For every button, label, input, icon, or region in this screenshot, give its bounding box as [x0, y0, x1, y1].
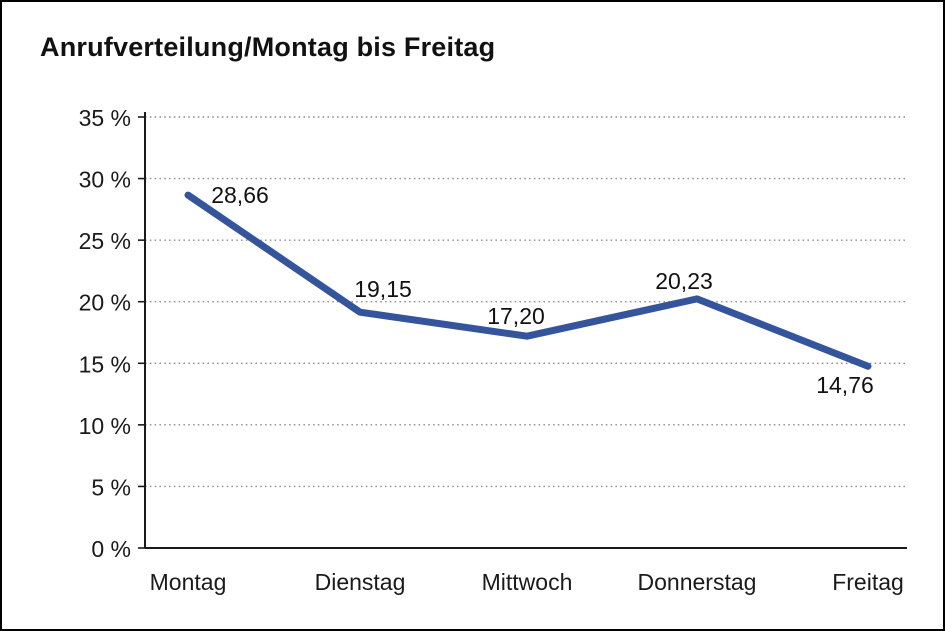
y-axis-label: 30 % [79, 167, 131, 193]
x-axis-label: Freitag [832, 569, 904, 595]
y-axis-label: 0 % [91, 536, 131, 562]
y-axis-label: 5 % [91, 474, 131, 500]
x-axis-label: Mittwoch [482, 569, 573, 595]
y-axis-label: 20 % [79, 290, 131, 316]
series-line [184, 191, 872, 370]
x-axis-label: Montag [150, 569, 227, 595]
data-label: 20,23 [655, 268, 713, 294]
data-label: 28,66 [211, 182, 269, 208]
y-axis-label: 10 % [79, 413, 131, 439]
y-axis-label: 15 % [79, 351, 131, 377]
data-label: 19,15 [354, 276, 412, 302]
data-label: 17,20 [487, 303, 545, 329]
chart-title: Anrufverteilung/Montag bis Freitag [40, 32, 496, 62]
x-axis-label: Dienstag [315, 569, 406, 595]
data-label: 14,76 [816, 372, 874, 398]
y-axis-label: 25 % [79, 228, 131, 254]
y-axis-label: 35 % [79, 105, 131, 131]
x-axis-label: Donnerstag [638, 569, 757, 595]
